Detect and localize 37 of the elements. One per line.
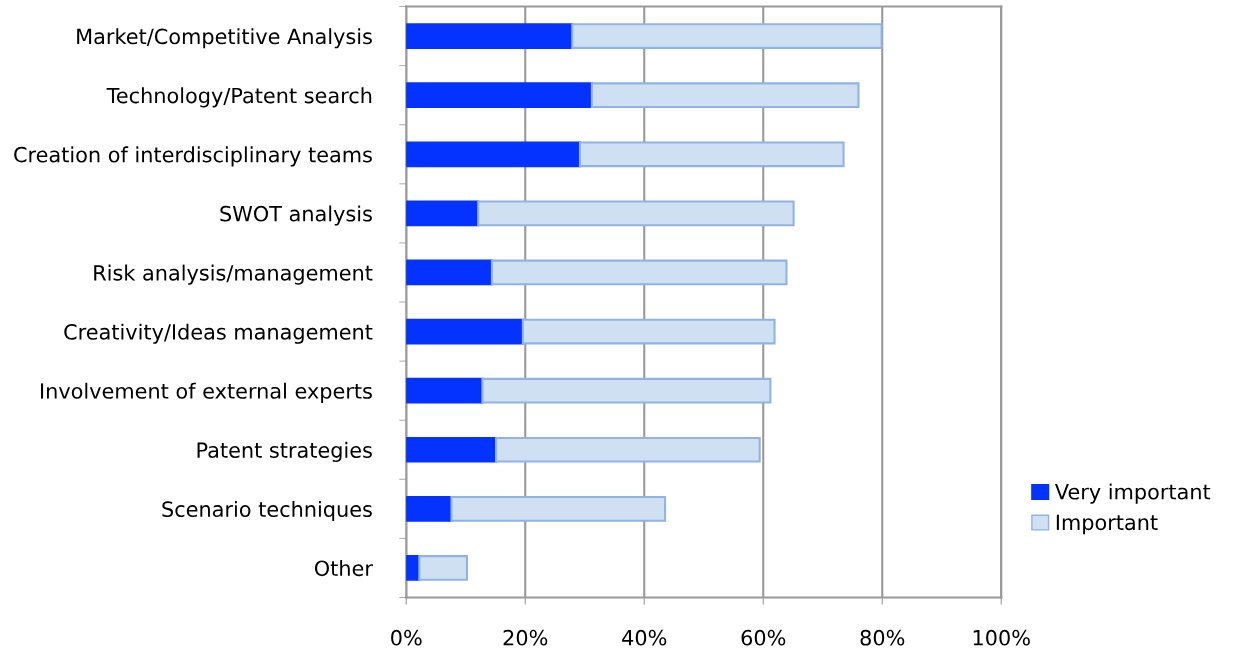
bar xyxy=(571,23,883,49)
x-tick-label: 0% xyxy=(391,629,422,646)
x-tick-label: 80% xyxy=(860,629,905,646)
y-tick-label: Technology/Patent search xyxy=(106,87,372,108)
y-tick-label: Involvement of external experts xyxy=(41,382,372,403)
bar xyxy=(521,318,776,345)
y-tick-label: SWOT analysis xyxy=(220,205,372,226)
x-tick-label: 100% xyxy=(973,629,1030,646)
bar xyxy=(490,259,788,286)
y-tick-label: Creativity/Ideas management xyxy=(64,323,373,344)
y-tick-label: Creation of interdisciplinary teams xyxy=(14,146,372,167)
bar xyxy=(406,23,574,49)
bar xyxy=(495,436,761,463)
bar xyxy=(406,141,582,168)
x-tick-label: 20% xyxy=(503,629,548,646)
y-tick-label: Scenario techniques xyxy=(162,500,372,522)
bar xyxy=(450,495,667,522)
bar xyxy=(578,141,845,168)
x-tick-label: 60% xyxy=(741,629,786,646)
bar xyxy=(418,555,468,581)
bar xyxy=(477,200,795,227)
legend-label: Important xyxy=(1056,514,1158,535)
bar xyxy=(406,436,498,463)
y-tick-label: Other xyxy=(314,560,373,577)
y-tick-label: Risk analysis/management xyxy=(94,264,373,285)
bar xyxy=(406,82,593,109)
bar xyxy=(590,82,860,109)
legend-label: Very important xyxy=(1054,483,1211,504)
bar xyxy=(406,200,480,227)
bar xyxy=(406,495,453,522)
bar xyxy=(406,318,524,345)
y-tick-label: Patent strategies xyxy=(197,441,372,462)
x-tick-label: 40% xyxy=(622,629,667,646)
y-tick-label: Market/Competitive Analysis xyxy=(77,28,372,49)
bar xyxy=(406,377,484,404)
bar xyxy=(406,259,493,286)
bar xyxy=(481,377,772,404)
